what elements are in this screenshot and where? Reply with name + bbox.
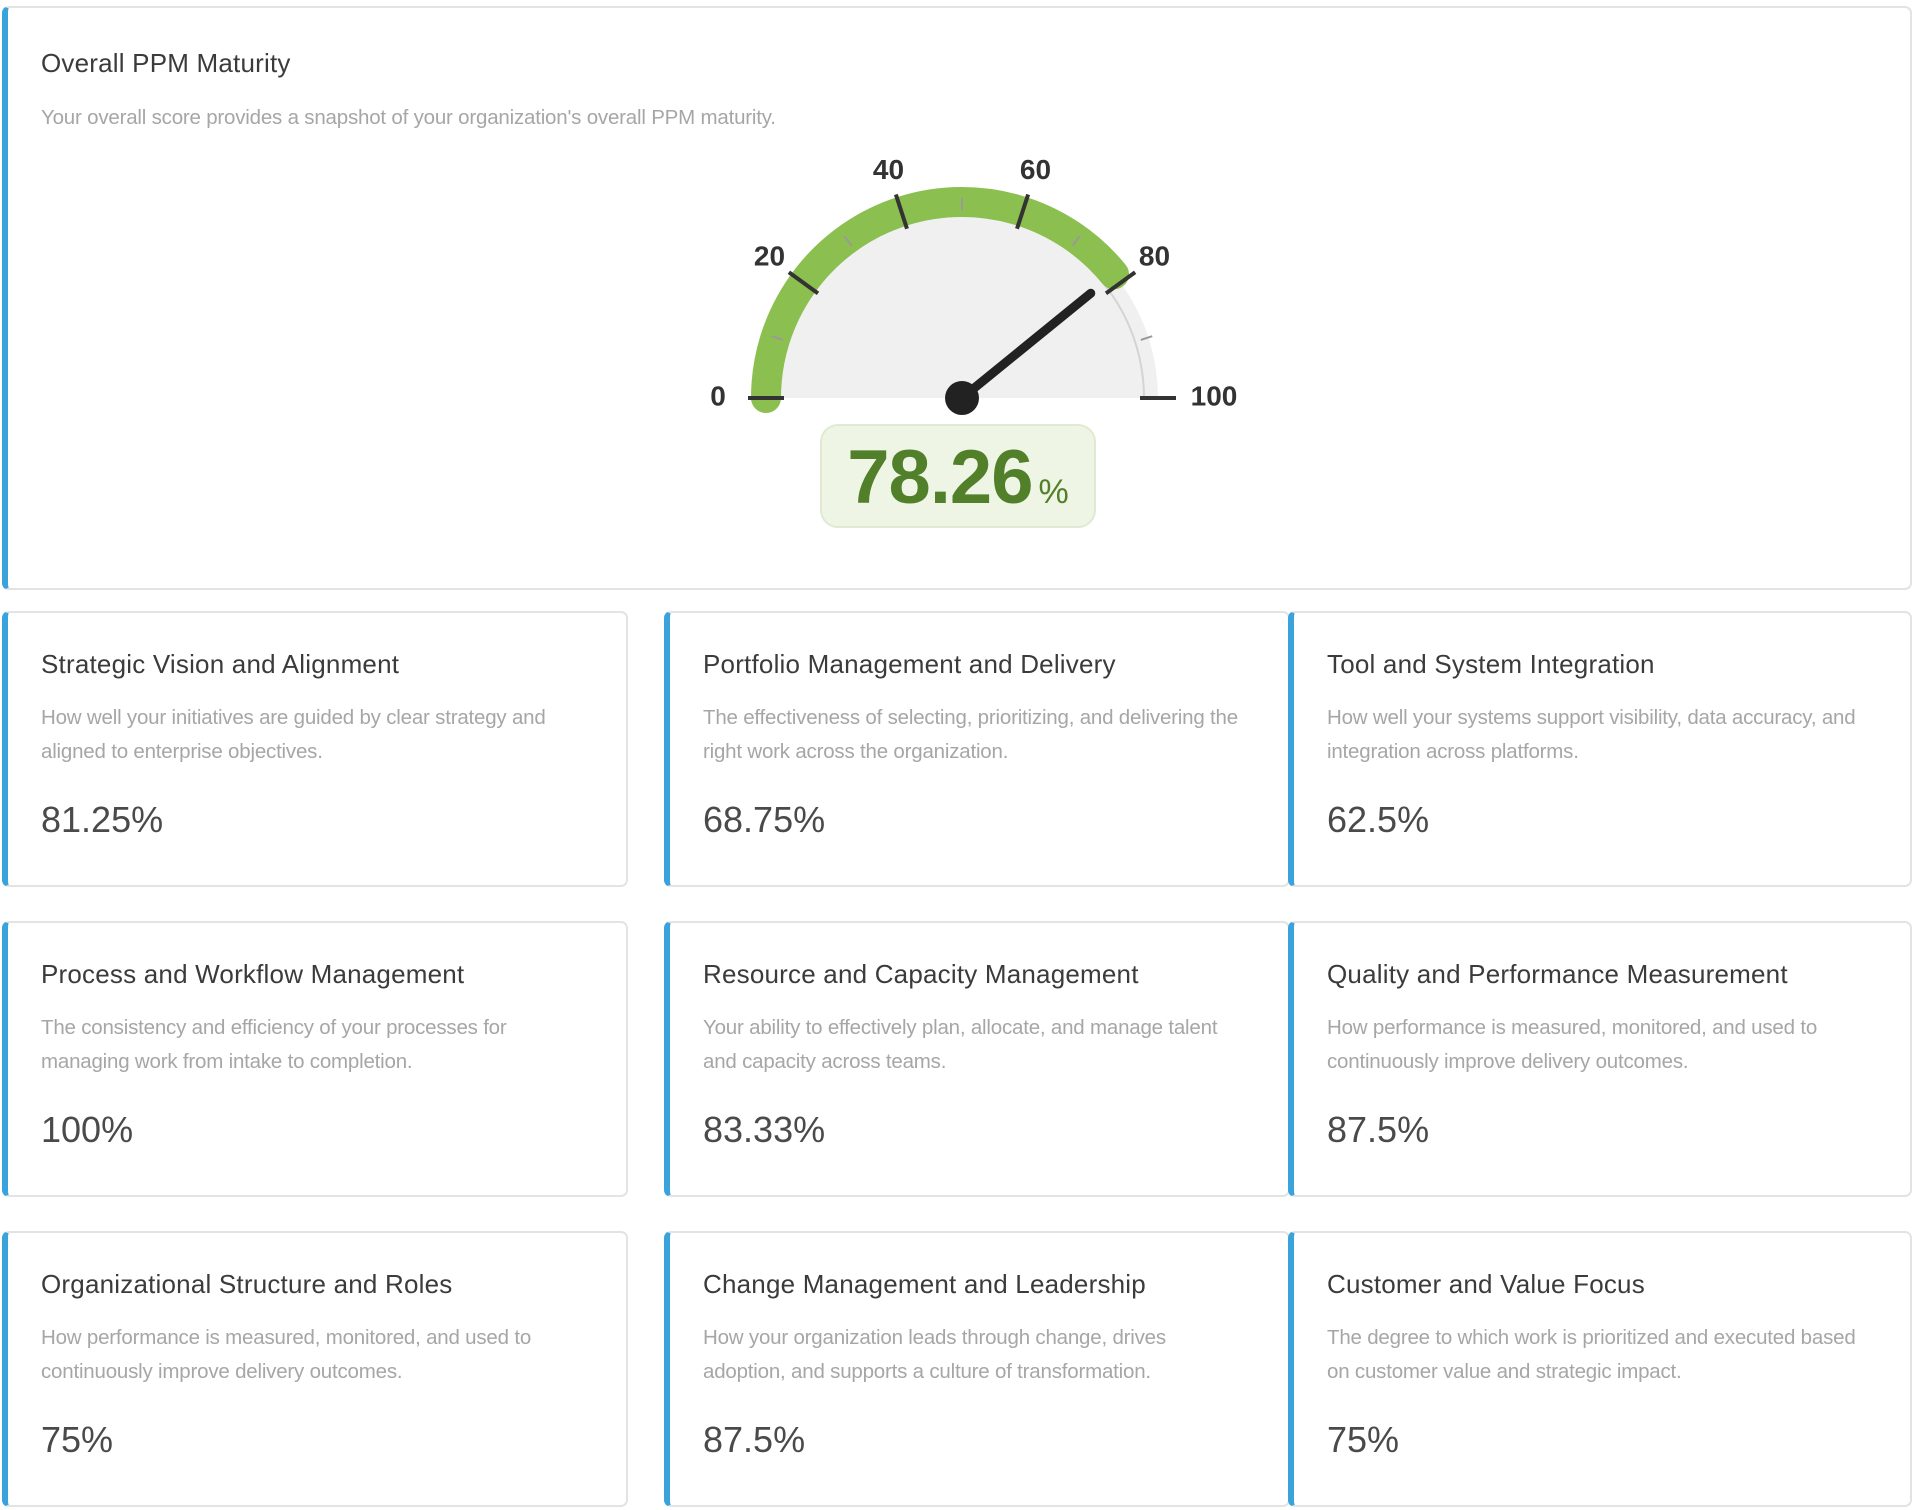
category-title: Organizational Structure and Roles <box>41 1269 453 1299</box>
category-description: The degree to which work is prioritized … <box>1327 1326 1856 1383</box>
category-score: 75% <box>41 1419 114 1460</box>
category-title: Quality and Performance Measurement <box>1327 959 1788 989</box>
category-score: 100% <box>41 1109 134 1150</box>
gauge-tick-label: 20 <box>754 240 785 271</box>
gauge-major-tick <box>893 193 909 230</box>
category-card-tool-integration: Tool and System Integration How well you… <box>1288 611 1912 887</box>
category-description: How performance is measured, monitored, … <box>1327 1016 1818 1073</box>
gauge-minor-tick <box>771 335 784 341</box>
overall-score-value: 78.26 <box>847 435 1033 520</box>
overall-score-unit: % <box>1038 473 1069 511</box>
category-description: Your ability to effectively plan, alloca… <box>703 1016 1218 1073</box>
gauge-minor-tick <box>1140 335 1153 341</box>
gauge-needle <box>957 288 1096 403</box>
gauge-major-tick <box>787 270 820 295</box>
overall-description: Your overall score provides a snapshot o… <box>41 106 776 129</box>
category-title: Process and Workflow Management <box>41 959 465 989</box>
category-title: Tool and System Integration <box>1327 649 1655 679</box>
category-card-org-structure: Organizational Structure and Roles How p… <box>2 1231 628 1507</box>
category-description: How performance is measured, monitored, … <box>41 1326 532 1383</box>
category-card-strategic-vision: Strategic Vision and Alignment How well … <box>2 611 628 887</box>
category-score: 87.5% <box>703 1419 806 1460</box>
category-card-process-workflow: Process and Workflow Management The cons… <box>2 921 628 1197</box>
category-score: 87.5% <box>1327 1109 1430 1150</box>
category-score: 83.33% <box>703 1109 826 1150</box>
category-description: The consistency and efficiency of your p… <box>41 1016 507 1073</box>
maturity-gauge: 0 20 40 60 80 100 <box>710 154 1237 415</box>
category-card-change-management: Change Management and Leadership How you… <box>664 1231 1290 1507</box>
overall-title: Overall PPM Maturity <box>41 48 291 78</box>
category-title: Resource and Capacity Management <box>703 959 1139 989</box>
gauge-tick-label: 60 <box>1020 154 1051 185</box>
category-description: How your organization leads through chan… <box>703 1326 1166 1383</box>
category-description: The effectiveness of selecting, prioriti… <box>703 706 1238 763</box>
gauge-tick-label: 0 <box>710 380 726 411</box>
category-card-resource-capacity: Resource and Capacity Management Your ab… <box>664 921 1290 1197</box>
gauge-tick-label: 80 <box>1139 240 1170 271</box>
category-description: How well your initiatives are guided by … <box>41 706 546 763</box>
category-score: 68.75% <box>703 799 826 840</box>
category-title: Portfolio Management and Delivery <box>703 649 1116 679</box>
gauge-major-tick <box>1104 270 1137 295</box>
gauge-minor-tick <box>843 235 853 247</box>
gauge-remaining-arc <box>1102 282 1145 399</box>
category-card-portfolio-management: Portfolio Management and Delivery The ef… <box>664 611 1290 887</box>
category-card-customer-value: Customer and Value Focus The degree to w… <box>1288 1231 1912 1507</box>
gauge-tick-label: 40 <box>873 154 904 185</box>
category-title: Strategic Vision and Alignment <box>41 649 400 679</box>
category-title: Change Management and Leadership <box>703 1269 1146 1299</box>
gauge-needle-hub <box>945 381 979 415</box>
gauge-major-tick <box>1015 193 1031 230</box>
gauge-fill-arc <box>751 187 1130 413</box>
gauge-minor-tick <box>1071 235 1081 247</box>
category-score: 62.5% <box>1327 799 1430 840</box>
gauge-tick-label: 100 <box>1191 380 1238 411</box>
gauge-track <box>766 202 1158 398</box>
gauge-ticks <box>748 193 1176 400</box>
category-score: 81.25% <box>41 799 164 840</box>
overall-score-badge: 78.26 % <box>820 424 1096 528</box>
gauge-tick-labels: 0 20 40 60 80 100 <box>710 154 1237 411</box>
category-title: Customer and Value Focus <box>1327 1269 1645 1299</box>
category-description: How well your systems support visibility… <box>1327 706 1856 763</box>
category-card-quality-performance: Quality and Performance Measurement How … <box>1288 921 1912 1197</box>
category-score: 75% <box>1327 1419 1400 1460</box>
